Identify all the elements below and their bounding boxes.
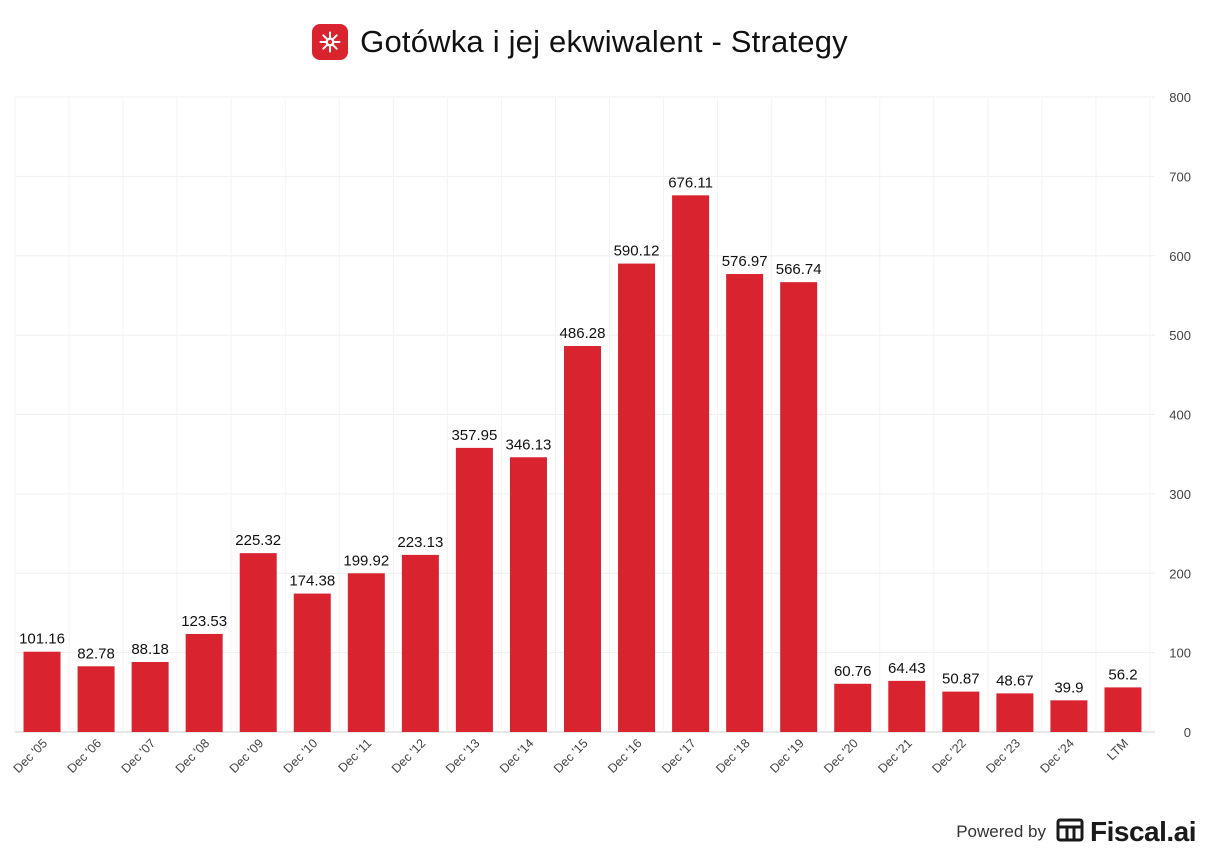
bar-value-label: 39.9 xyxy=(1054,679,1083,696)
bar-value-label: 123.53 xyxy=(181,613,227,630)
bar-value-label: 56.2 xyxy=(1108,666,1137,683)
bar xyxy=(1104,687,1142,732)
x-tick-label: Dec '14 xyxy=(497,736,537,776)
strategy-logo-icon xyxy=(312,24,349,60)
x-tick-label: Dec '08 xyxy=(173,736,213,776)
bar xyxy=(23,651,61,732)
bar-value-label: 676.11 xyxy=(668,174,713,191)
bar-value-label: 576.97 xyxy=(722,253,768,270)
y-tick-label: 600 xyxy=(1169,249,1191,264)
powered-by-footer[interactable]: Powered by Fiscal.ai xyxy=(956,816,1196,848)
y-tick-label: 200 xyxy=(1169,566,1191,581)
bar-value-label: 50.87 xyxy=(942,671,980,688)
bar-value-label: 199.92 xyxy=(343,552,389,569)
x-tick-label: Dec '20 xyxy=(821,736,861,776)
bar-value-label: 101.16 xyxy=(19,631,65,648)
y-tick-label: 0 xyxy=(1184,725,1191,740)
y-tick-label: 700 xyxy=(1169,169,1191,184)
chart-title: Gotówka i jej ekwiwalent - Strategy xyxy=(360,24,848,59)
y-tick-label: 300 xyxy=(1169,487,1191,502)
bar-value-label: 566.74 xyxy=(776,261,822,278)
y-tick-label: 400 xyxy=(1169,408,1191,423)
bar xyxy=(293,593,331,732)
bar-value-label: 82.78 xyxy=(77,645,115,662)
x-tick-label: Dec '24 xyxy=(1037,736,1077,776)
bar xyxy=(942,691,980,732)
x-tick-label: Dec '16 xyxy=(605,736,645,776)
bar xyxy=(888,680,926,732)
bar xyxy=(509,457,547,732)
fiscal-ai-logo-icon xyxy=(1056,818,1084,847)
bar xyxy=(996,693,1034,732)
x-tick-label: Dec '12 xyxy=(389,736,429,776)
bar xyxy=(455,447,493,732)
bar xyxy=(401,554,439,732)
bar-value-label: 357.95 xyxy=(451,427,497,444)
bar xyxy=(1050,700,1088,732)
bar-value-label: 486.28 xyxy=(560,325,606,342)
x-tick-label: Dec '15 xyxy=(551,736,591,776)
y-tick-label: 500 xyxy=(1169,328,1191,343)
x-tick-label: Dec '17 xyxy=(659,736,699,776)
bar-value-label: 225.32 xyxy=(235,532,281,549)
bar xyxy=(347,573,385,732)
powered-by-label: Powered by xyxy=(956,822,1046,841)
bar-value-label: 88.18 xyxy=(131,641,169,658)
x-tick-label: Dec '21 xyxy=(875,736,915,776)
bar xyxy=(834,683,872,732)
bar-value-label: 346.13 xyxy=(506,436,552,453)
bar-value-label: 174.38 xyxy=(289,573,335,590)
bar xyxy=(185,633,223,732)
x-tick-label: Dec '10 xyxy=(281,736,321,776)
bar-value-label: 48.67 xyxy=(996,672,1034,689)
x-tick-label: Dec '18 xyxy=(713,736,753,776)
fiscal-ai-brand: Fiscal.ai xyxy=(1089,816,1197,847)
x-tick-label: Dec '09 xyxy=(227,736,267,776)
y-tick-label: 100 xyxy=(1169,646,1191,661)
bar-value-label: 64.43 xyxy=(888,660,926,677)
bar xyxy=(780,282,818,732)
x-tick-label: Dec '11 xyxy=(335,736,374,775)
bar xyxy=(239,553,277,732)
x-tick-label: Dec '13 xyxy=(443,736,483,776)
bar-value-label: 223.13 xyxy=(397,534,443,551)
y-tick-label: 800 xyxy=(1169,90,1191,105)
bar xyxy=(131,662,169,732)
chart-header: Gotówka i jej ekwiwalent - Strategy xyxy=(0,24,1160,60)
x-tick-label: Dec '22 xyxy=(929,736,969,776)
bar xyxy=(618,263,656,732)
x-tick-label: Dec '07 xyxy=(119,736,159,776)
bar xyxy=(77,666,115,732)
x-tick-label: Dec '06 xyxy=(65,736,105,776)
x-tick-label: LTM xyxy=(1104,736,1131,763)
x-tick-label: Dec '05 xyxy=(11,736,51,776)
x-tick-label: Dec '23 xyxy=(983,736,1023,776)
bar xyxy=(672,195,710,732)
bar xyxy=(564,346,601,732)
x-tick-label: Dec '19 xyxy=(767,736,807,776)
bar-value-label: 60.76 xyxy=(834,663,872,680)
bar-value-label: 590.12 xyxy=(614,243,660,260)
bar xyxy=(726,274,764,732)
